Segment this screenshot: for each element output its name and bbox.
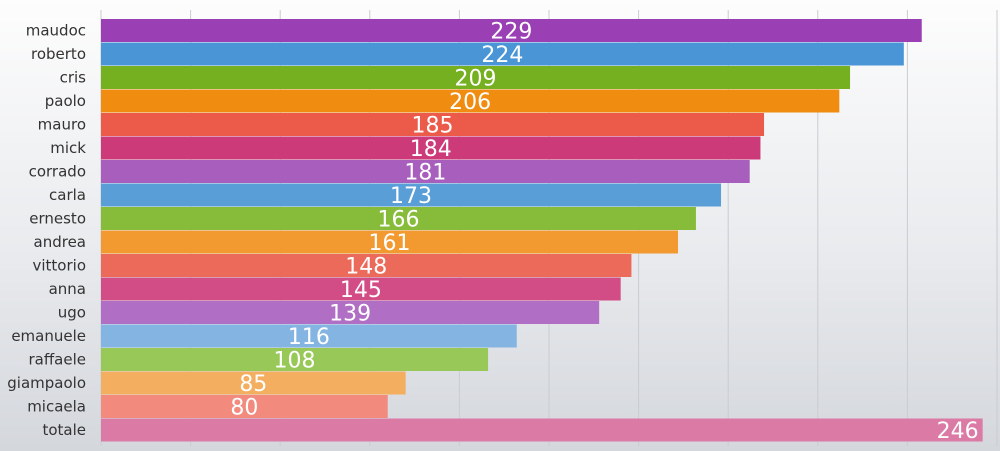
category-label: paolo <box>45 92 86 110</box>
category-label: totale <box>42 421 86 439</box>
bar-raffaele <box>101 348 489 371</box>
category-label: anna <box>49 280 86 298</box>
value-label: 85 <box>239 372 267 397</box>
value-label: 139 <box>329 302 371 327</box>
category-label: mick <box>50 139 86 157</box>
value-label: 229 <box>490 20 532 45</box>
value-label: 181 <box>404 161 446 186</box>
bar-paolo <box>101 89 840 113</box>
category-labels: maudoc roberto cris paolo mauro mick corrado ca… <box>7 22 86 440</box>
value-label: 116 <box>288 325 330 350</box>
bar-cris <box>101 66 851 89</box>
value-label: 148 <box>345 255 387 280</box>
category-label: emanuele <box>11 327 86 345</box>
bar-totale <box>101 418 983 442</box>
value-label: 80 <box>230 396 258 421</box>
category-label: maudoc <box>26 22 86 40</box>
value-label: 185 <box>412 114 454 139</box>
bar-andrea <box>101 230 679 254</box>
bar-vittorio <box>101 254 632 277</box>
value-label: 161 <box>369 231 411 256</box>
category-label: roberto <box>31 45 86 63</box>
bar-anna <box>101 277 621 301</box>
bar-micaela <box>101 395 388 418</box>
bar-giampaolo <box>101 371 406 395</box>
value-label: 246 <box>937 419 979 444</box>
category-label: carla <box>49 186 86 204</box>
category-label: raffaele <box>28 351 86 369</box>
bar-roberto <box>101 42 904 66</box>
bar-corrado <box>101 160 750 183</box>
category-label: andrea <box>34 233 86 251</box>
category-label: cris <box>60 69 87 87</box>
bar-mick <box>101 136 761 160</box>
bar-carla <box>101 183 722 207</box>
category-label: micaela <box>27 398 86 416</box>
value-label: 184 <box>410 137 452 162</box>
value-label: 145 <box>340 278 382 303</box>
category-label: corrado <box>29 163 86 181</box>
value-labels: 2292242092061851841811731661611481451391… <box>230 20 978 445</box>
bar-ernesto <box>101 207 696 230</box>
bar-emanuele <box>101 324 517 348</box>
bar-ugo <box>101 301 600 324</box>
value-label: 224 <box>481 43 523 68</box>
bars <box>101 19 983 442</box>
category-label: ernesto <box>29 210 86 228</box>
value-label: 173 <box>390 184 432 209</box>
bar-mauro <box>101 113 765 136</box>
category-label: vittorio <box>33 257 87 275</box>
bar-maudoc <box>101 19 922 42</box>
value-label: 206 <box>449 90 491 115</box>
category-label: mauro <box>38 116 86 134</box>
value-label: 209 <box>455 67 497 92</box>
value-label: 166 <box>377 208 419 233</box>
category-label: ugo <box>58 304 86 322</box>
value-label: 108 <box>274 349 316 374</box>
category-label: giampaolo <box>7 374 86 392</box>
